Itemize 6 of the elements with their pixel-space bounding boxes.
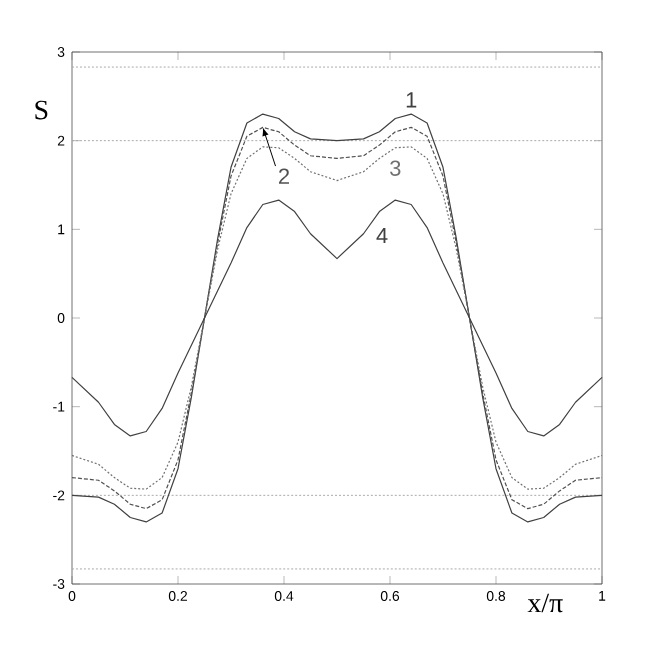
x-axis-title: x/π	[527, 593, 563, 613]
series-label: 3	[390, 160, 401, 176]
series-label: 4	[376, 228, 388, 244]
series-label: 2	[279, 168, 289, 184]
series-label: 1	[406, 92, 417, 108]
y-axis-title: S	[35, 100, 48, 120]
